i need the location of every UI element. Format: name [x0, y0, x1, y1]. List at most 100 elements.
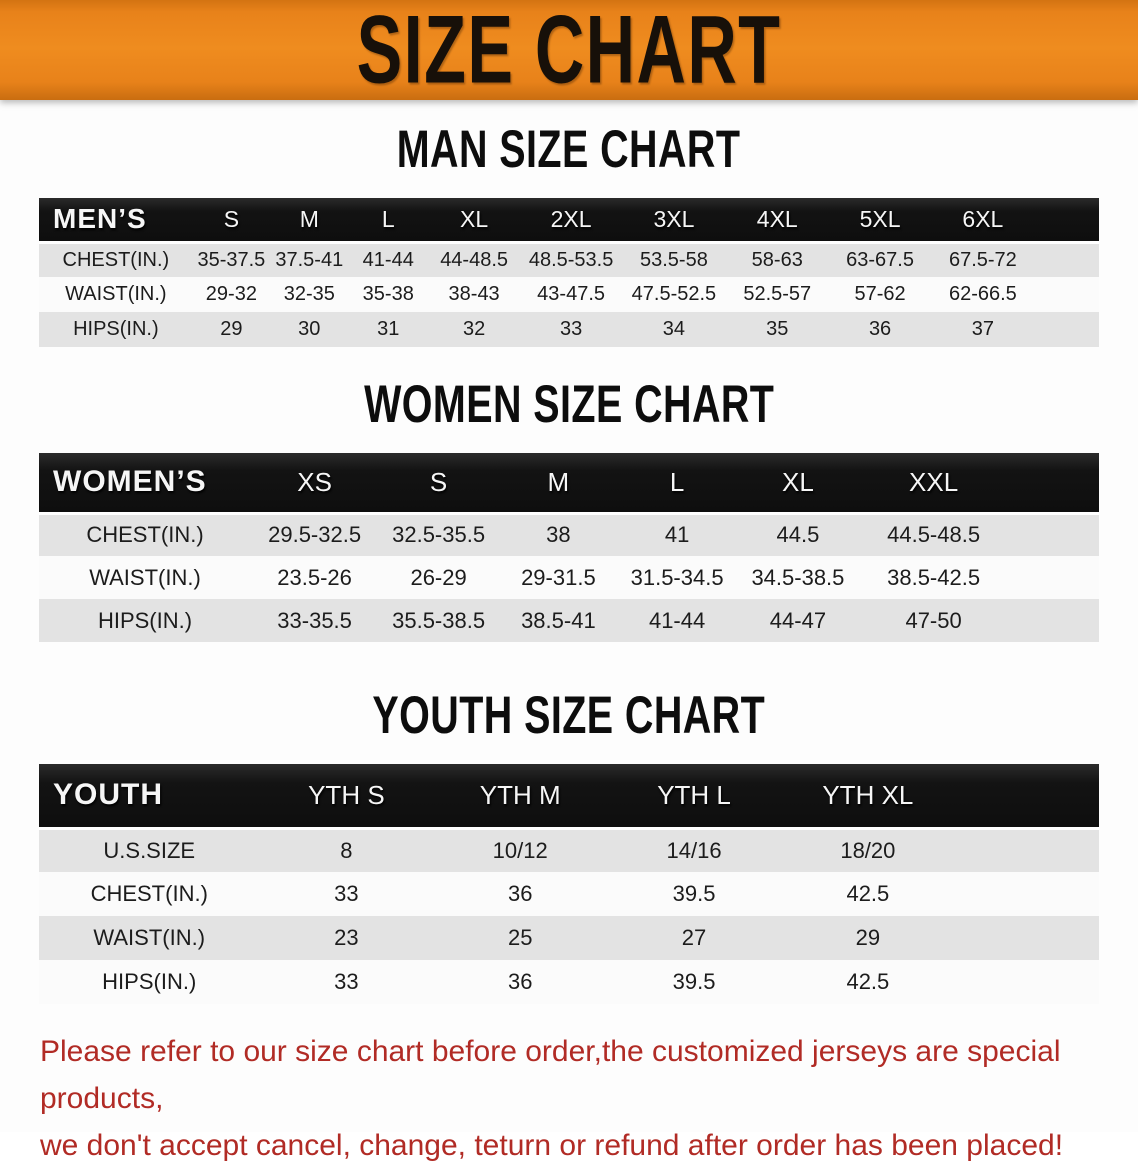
- banner: SIZE CHART: [0, 0, 1138, 104]
- pad-cell: [1007, 513, 1099, 556]
- table-cell: 18/20: [780, 828, 955, 872]
- column-header: XL: [736, 453, 860, 515]
- column-header: YTH XL: [780, 764, 955, 830]
- pad-cell: [1007, 453, 1099, 515]
- men-header-row: MEN’S S M L XL 2XL 3XL 4XL 5XL 6XL: [39, 198, 1099, 244]
- table-cell: 14/16: [607, 828, 781, 872]
- youth-heading-text: YOUTH SIZE CHART: [372, 684, 766, 745]
- table-cell: 33-35.5: [251, 599, 379, 642]
- youth-chest-row: CHEST(IN.) 33 36 39.5 42.5: [39, 872, 1099, 916]
- table-cell: 35: [725, 312, 829, 347]
- table-cell: 10/12: [433, 828, 608, 872]
- table-cell: 23: [259, 916, 434, 960]
- pad-cell: [1034, 198, 1099, 244]
- table-cell: 29: [192, 312, 271, 347]
- row-label: WAIST(IN.): [39, 277, 193, 312]
- pad-cell: [954, 872, 1099, 916]
- table-cell: 47.5-52.5: [621, 277, 726, 312]
- column-header: L: [617, 453, 737, 515]
- column-header: L: [348, 198, 428, 244]
- table-cell: 29: [780, 916, 955, 960]
- table-cell: 33: [520, 312, 622, 347]
- pad-cell: [1034, 312, 1099, 347]
- table-cell: 23.5-26: [251, 556, 379, 599]
- women-section-heading: WOMEN SIZE CHART: [0, 375, 1138, 431]
- pad-cell: [1034, 242, 1099, 277]
- women-waist-row: WAIST(IN.) 23.5-26 26-29 29-31.5 31.5-34…: [39, 556, 1099, 599]
- row-label: WAIST(IN.): [39, 556, 251, 599]
- table-cell: 38-43: [428, 277, 521, 312]
- women-hips-row: HIPS(IN.) 33-35.5 35.5-38.5 38.5-41 41-4…: [39, 599, 1099, 642]
- table-cell: 33: [259, 960, 434, 1004]
- column-header: 6XL: [931, 198, 1035, 244]
- table-cell: 39.5: [607, 960, 781, 1004]
- table-cell: 42.5: [780, 960, 955, 1004]
- youth-section-heading: YOUTH SIZE CHART: [0, 684, 1138, 745]
- row-label: WAIST(IN.): [39, 916, 260, 960]
- table-cell: 58-63: [725, 242, 829, 277]
- men-waist-row: WAIST(IN.) 29-32 32-35 35-38 38-43 43-47…: [39, 277, 1099, 312]
- table-cell: 36: [828, 312, 932, 347]
- youth-header-label: YOUTH: [39, 764, 260, 830]
- table-cell: 57-62: [828, 277, 932, 312]
- table-cell: 62-66.5: [931, 277, 1035, 312]
- table-cell: 44.5-48.5: [859, 513, 1008, 556]
- table-cell: 41-44: [617, 599, 737, 642]
- youth-waist-row: WAIST(IN.) 23 25 27 29: [39, 916, 1099, 960]
- column-header: 4XL: [725, 198, 829, 244]
- table-cell: 67.5-72: [931, 242, 1035, 277]
- table-cell: 34: [621, 312, 726, 347]
- youth-size-table: YOUTH YTH S YTH M YTH L YTH XL U.S.SIZE …: [39, 764, 1099, 1004]
- pad-cell: [954, 764, 1099, 830]
- row-label: HIPS(IN.): [39, 599, 251, 642]
- women-size-table: WOMEN’S XS S M L XL XXL CHEST(IN.) 29.5-…: [39, 453, 1099, 642]
- women-header-label: WOMEN’S: [39, 453, 251, 515]
- women-header-row: WOMEN’S XS S M L XL XXL: [39, 453, 1099, 515]
- column-header: 2XL: [520, 198, 622, 244]
- table-cell: 31: [348, 312, 428, 347]
- column-header: XL: [428, 198, 521, 244]
- table-cell: 38.5-41: [499, 599, 618, 642]
- pad-cell: [1034, 277, 1099, 312]
- table-cell: 32: [428, 312, 521, 347]
- pad-cell: [1007, 599, 1099, 642]
- table-cell: 38: [499, 513, 618, 556]
- youth-hips-row: HIPS(IN.) 33 36 39.5 42.5: [39, 960, 1099, 1004]
- table-cell: 8: [259, 828, 434, 872]
- table-cell: 26-29: [378, 556, 500, 599]
- column-header: XS: [251, 453, 379, 515]
- youth-ussize-row: U.S.SIZE 8 10/12 14/16 18/20: [39, 828, 1099, 872]
- table-cell: 63-67.5: [828, 242, 932, 277]
- table-cell: 37.5-41: [270, 242, 349, 277]
- column-header: 3XL: [621, 198, 726, 244]
- youth-header-row: YOUTH YTH S YTH M YTH L YTH XL: [39, 764, 1099, 830]
- column-header: M: [499, 453, 618, 515]
- table-cell: 33: [259, 872, 434, 916]
- men-section-heading: MAN SIZE CHART: [0, 118, 1138, 179]
- table-cell: 29.5-32.5: [251, 513, 379, 556]
- table-cell: 44-47: [736, 599, 860, 642]
- table-cell: 47-50: [859, 599, 1008, 642]
- pad-cell: [1007, 556, 1099, 599]
- table-cell: 43-47.5: [520, 277, 622, 312]
- table-cell: 27: [607, 916, 781, 960]
- men-hips-row: HIPS(IN.) 29 30 31 32 33 34 35 36 37: [39, 312, 1099, 347]
- men-chest-row: CHEST(IN.) 35-37.5 37.5-41 41-44 44-48.5…: [39, 242, 1099, 277]
- row-label: CHEST(IN.): [39, 242, 193, 277]
- table-cell: 53.5-58: [621, 242, 726, 277]
- men-size-table: MEN’S S M L XL 2XL 3XL 4XL 5XL 6XL CHEST…: [39, 198, 1099, 347]
- pad-cell: [954, 960, 1099, 1004]
- column-header: YTH L: [607, 764, 781, 830]
- table-cell: 52.5-57: [725, 277, 829, 312]
- table-cell: 48.5-53.5: [520, 242, 622, 277]
- column-header: 5XL: [828, 198, 932, 244]
- pad-cell: [954, 916, 1099, 960]
- table-cell: 36: [433, 960, 608, 1004]
- table-cell: 29-31.5: [499, 556, 618, 599]
- men-heading-text: MAN SIZE CHART: [397, 118, 741, 179]
- column-header: S: [378, 453, 500, 515]
- table-cell: 32-35: [270, 277, 349, 312]
- table-cell: 44-48.5: [428, 242, 521, 277]
- disclaimer-line-2: we don't accept cancel, change, teturn o…: [40, 1129, 1064, 1162]
- disclaimer-line-1: Please refer to our size chart before or…: [40, 1035, 1061, 1115]
